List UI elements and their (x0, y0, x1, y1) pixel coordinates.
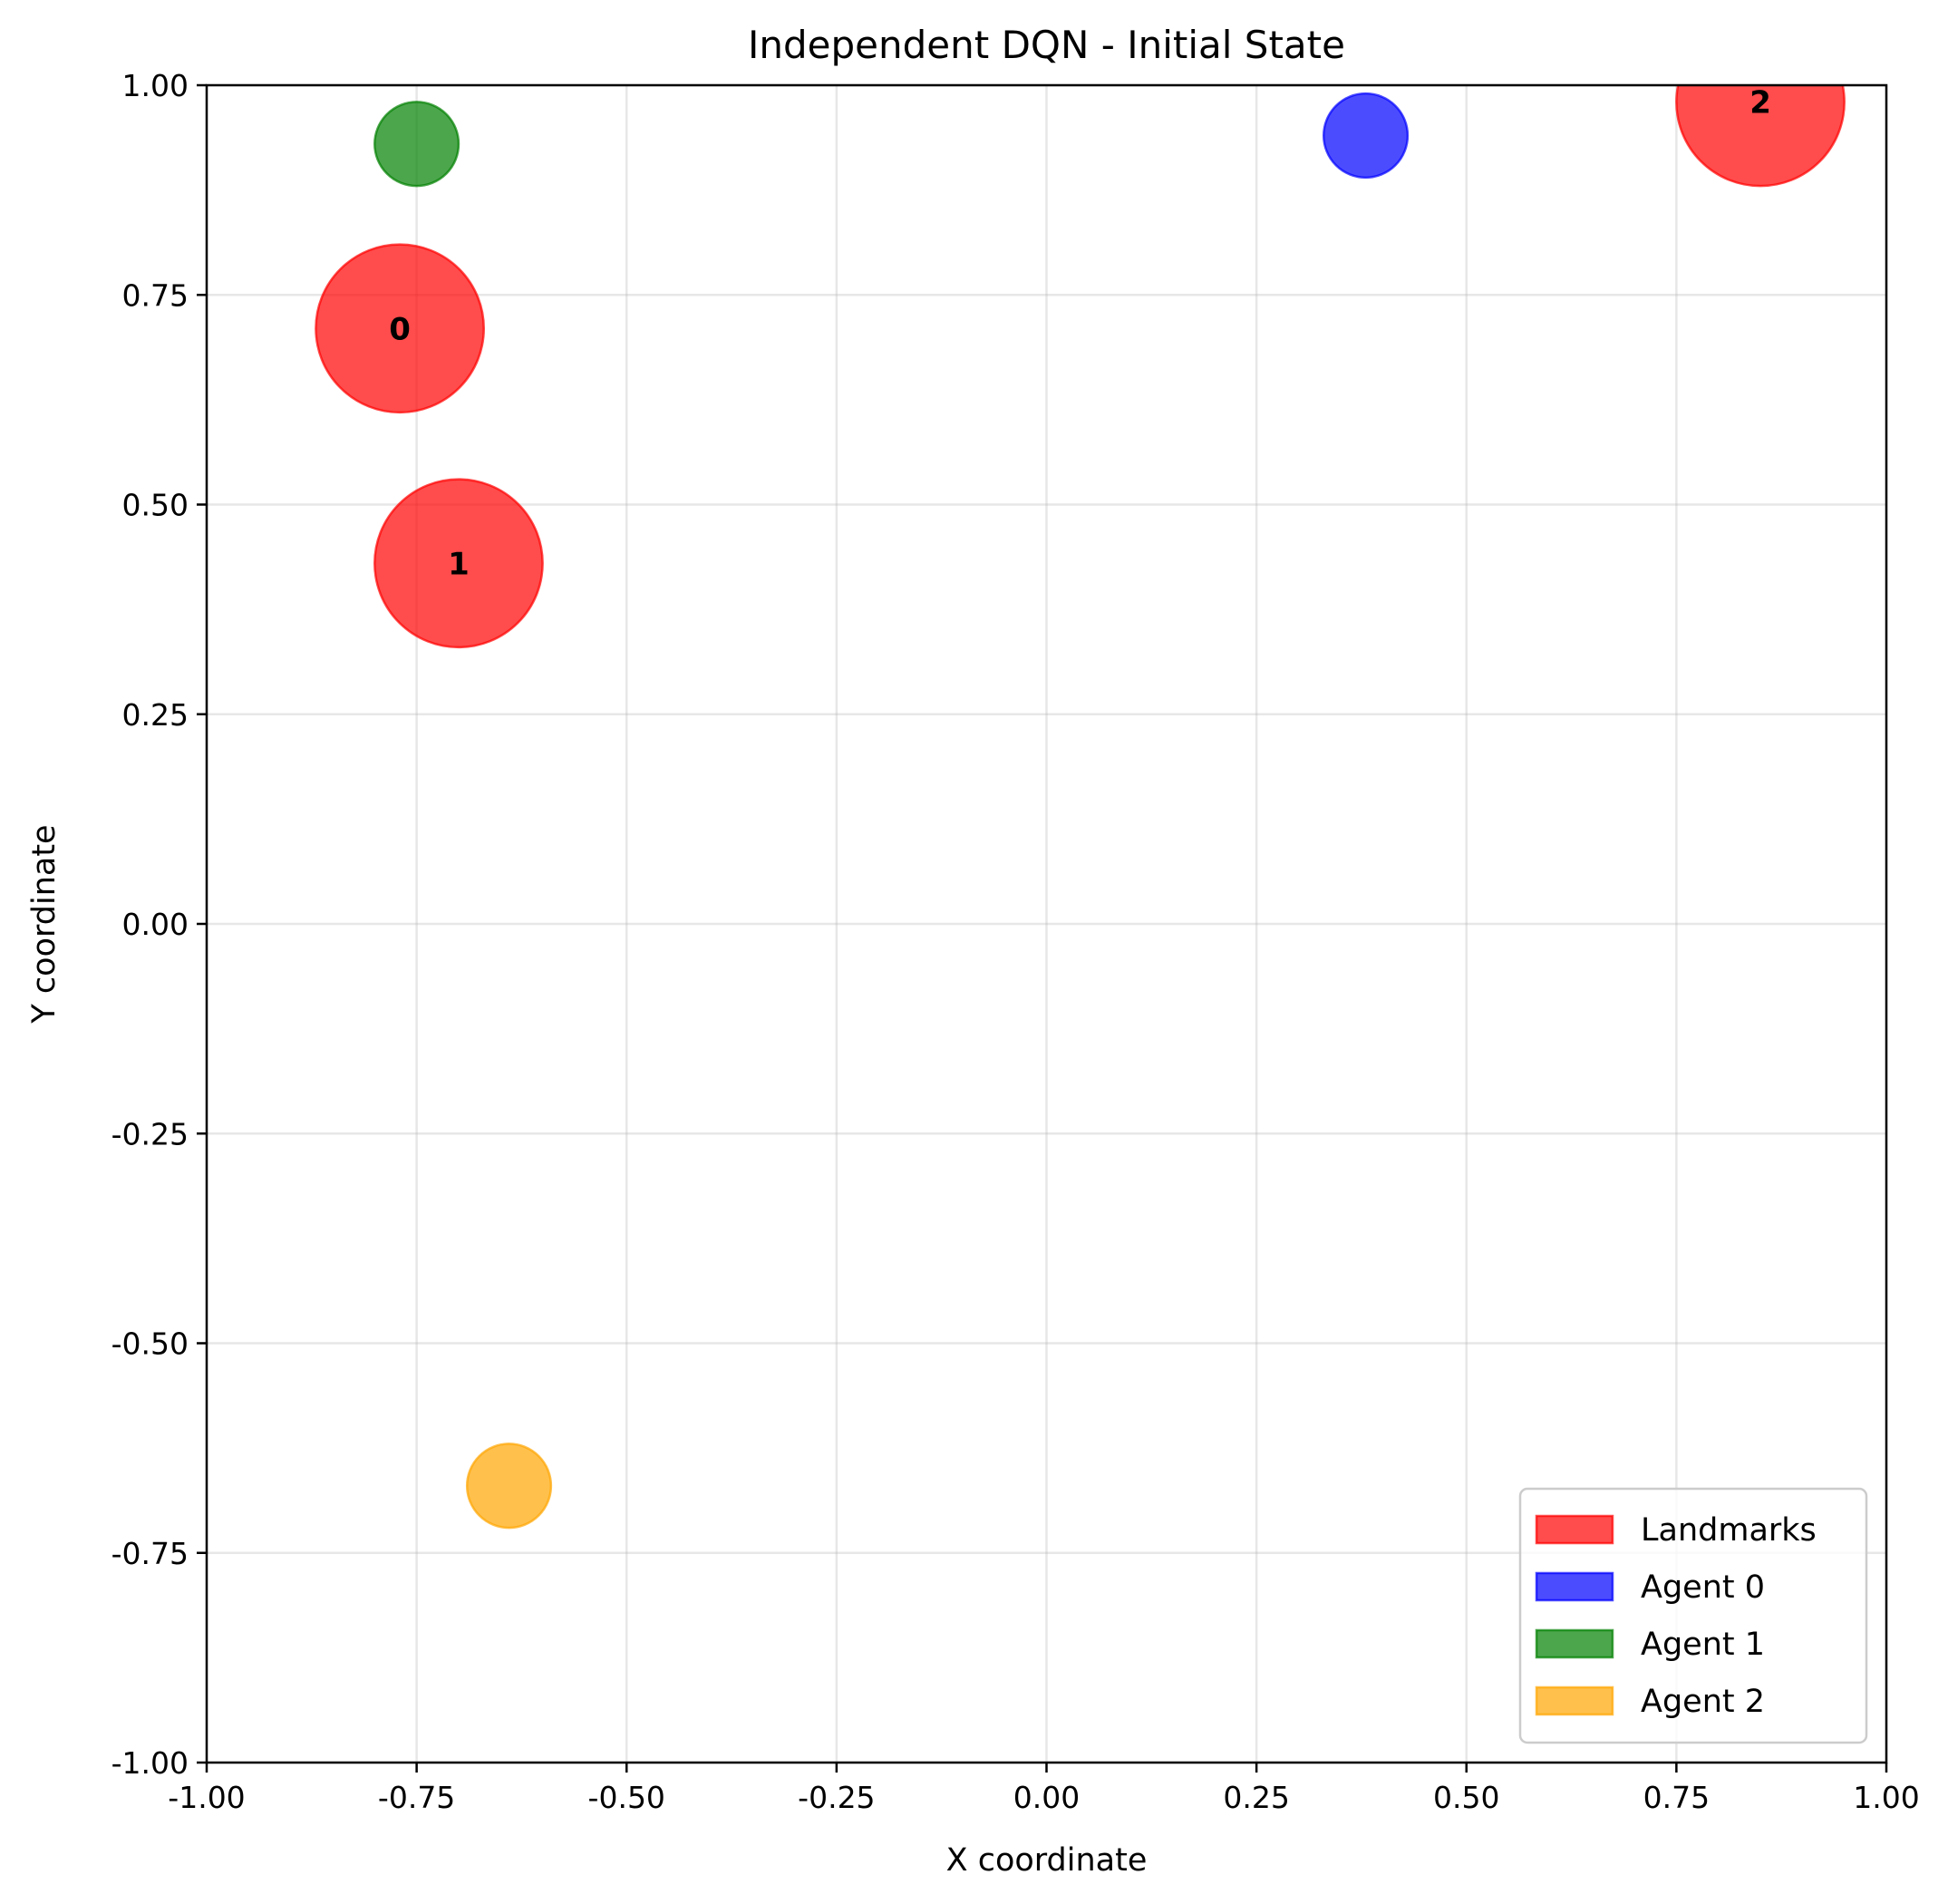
x-tick-label: -1.00 (168, 1780, 245, 1815)
landmarks-marker (1675, 85, 1846, 188)
x-tick-label: 0.00 (1013, 1780, 1080, 1815)
legend: Landmarks Agent 0 Agent 1 Agent 2 (1518, 1487, 1868, 1744)
legend-entry: Agent 0 (1641, 1569, 1765, 1606)
landmarks-marker (373, 478, 544, 649)
y-tick-label: 0.75 (122, 277, 189, 313)
x-axis-label: X coordinate (946, 1842, 1148, 1879)
y-tick-label: 0.25 (122, 697, 189, 733)
x-tick-label: 1.00 (1853, 1780, 1919, 1815)
legend-entry: Agent 1 (1641, 1627, 1765, 1663)
x-tick-label: -0.50 (588, 1780, 665, 1815)
y-tick-label: 0.50 (122, 488, 189, 523)
y-tick-label: -0.75 (111, 1536, 189, 1571)
axis-ticks: -1.00 -0.75 -0.50 -0.25 0.00 0.25 0.50 0.75 1.00… (111, 68, 1920, 1815)
legend-swatch (1535, 1685, 1614, 1716)
legend-swatch (1535, 1628, 1614, 1659)
y-axis-label: Y coordinate (26, 824, 63, 1024)
legend-entry: Agent 2 (1641, 1684, 1765, 1720)
x-tick-label: -0.75 (378, 1780, 455, 1815)
agent-1-marker (373, 101, 460, 188)
chart-title: Independent DQN - Initial State (748, 23, 1345, 67)
y-tick-label: -0.25 (111, 1116, 189, 1151)
landmark-label: 1 (448, 546, 470, 582)
legend-swatch (1535, 1571, 1614, 1602)
y-tick-label: 0.00 (122, 907, 189, 942)
marker-labels: 0 1 2 (389, 85, 1771, 583)
x-tick-label: -0.25 (798, 1780, 875, 1815)
landmark-label: 0 (389, 311, 411, 347)
plot-marks (315, 85, 1846, 1530)
y-tick-label: 1.00 (122, 68, 189, 103)
landmarks-marker (315, 243, 485, 414)
x-tick-label: 0.75 (1643, 1780, 1710, 1815)
x-tick-label: 0.50 (1433, 1780, 1499, 1815)
agent-2-marker (465, 1443, 553, 1530)
legend-entry: Landmarks (1641, 1512, 1817, 1549)
legend-swatch (1535, 1514, 1614, 1545)
x-tick-label: 0.25 (1223, 1780, 1289, 1815)
agent-0-marker (1322, 92, 1410, 180)
y-tick-label: -0.50 (111, 1326, 189, 1362)
landmark-label: 2 (1749, 85, 1771, 121)
y-tick-label: -1.00 (111, 1745, 189, 1781)
legend-box (1518, 1487, 1868, 1744)
